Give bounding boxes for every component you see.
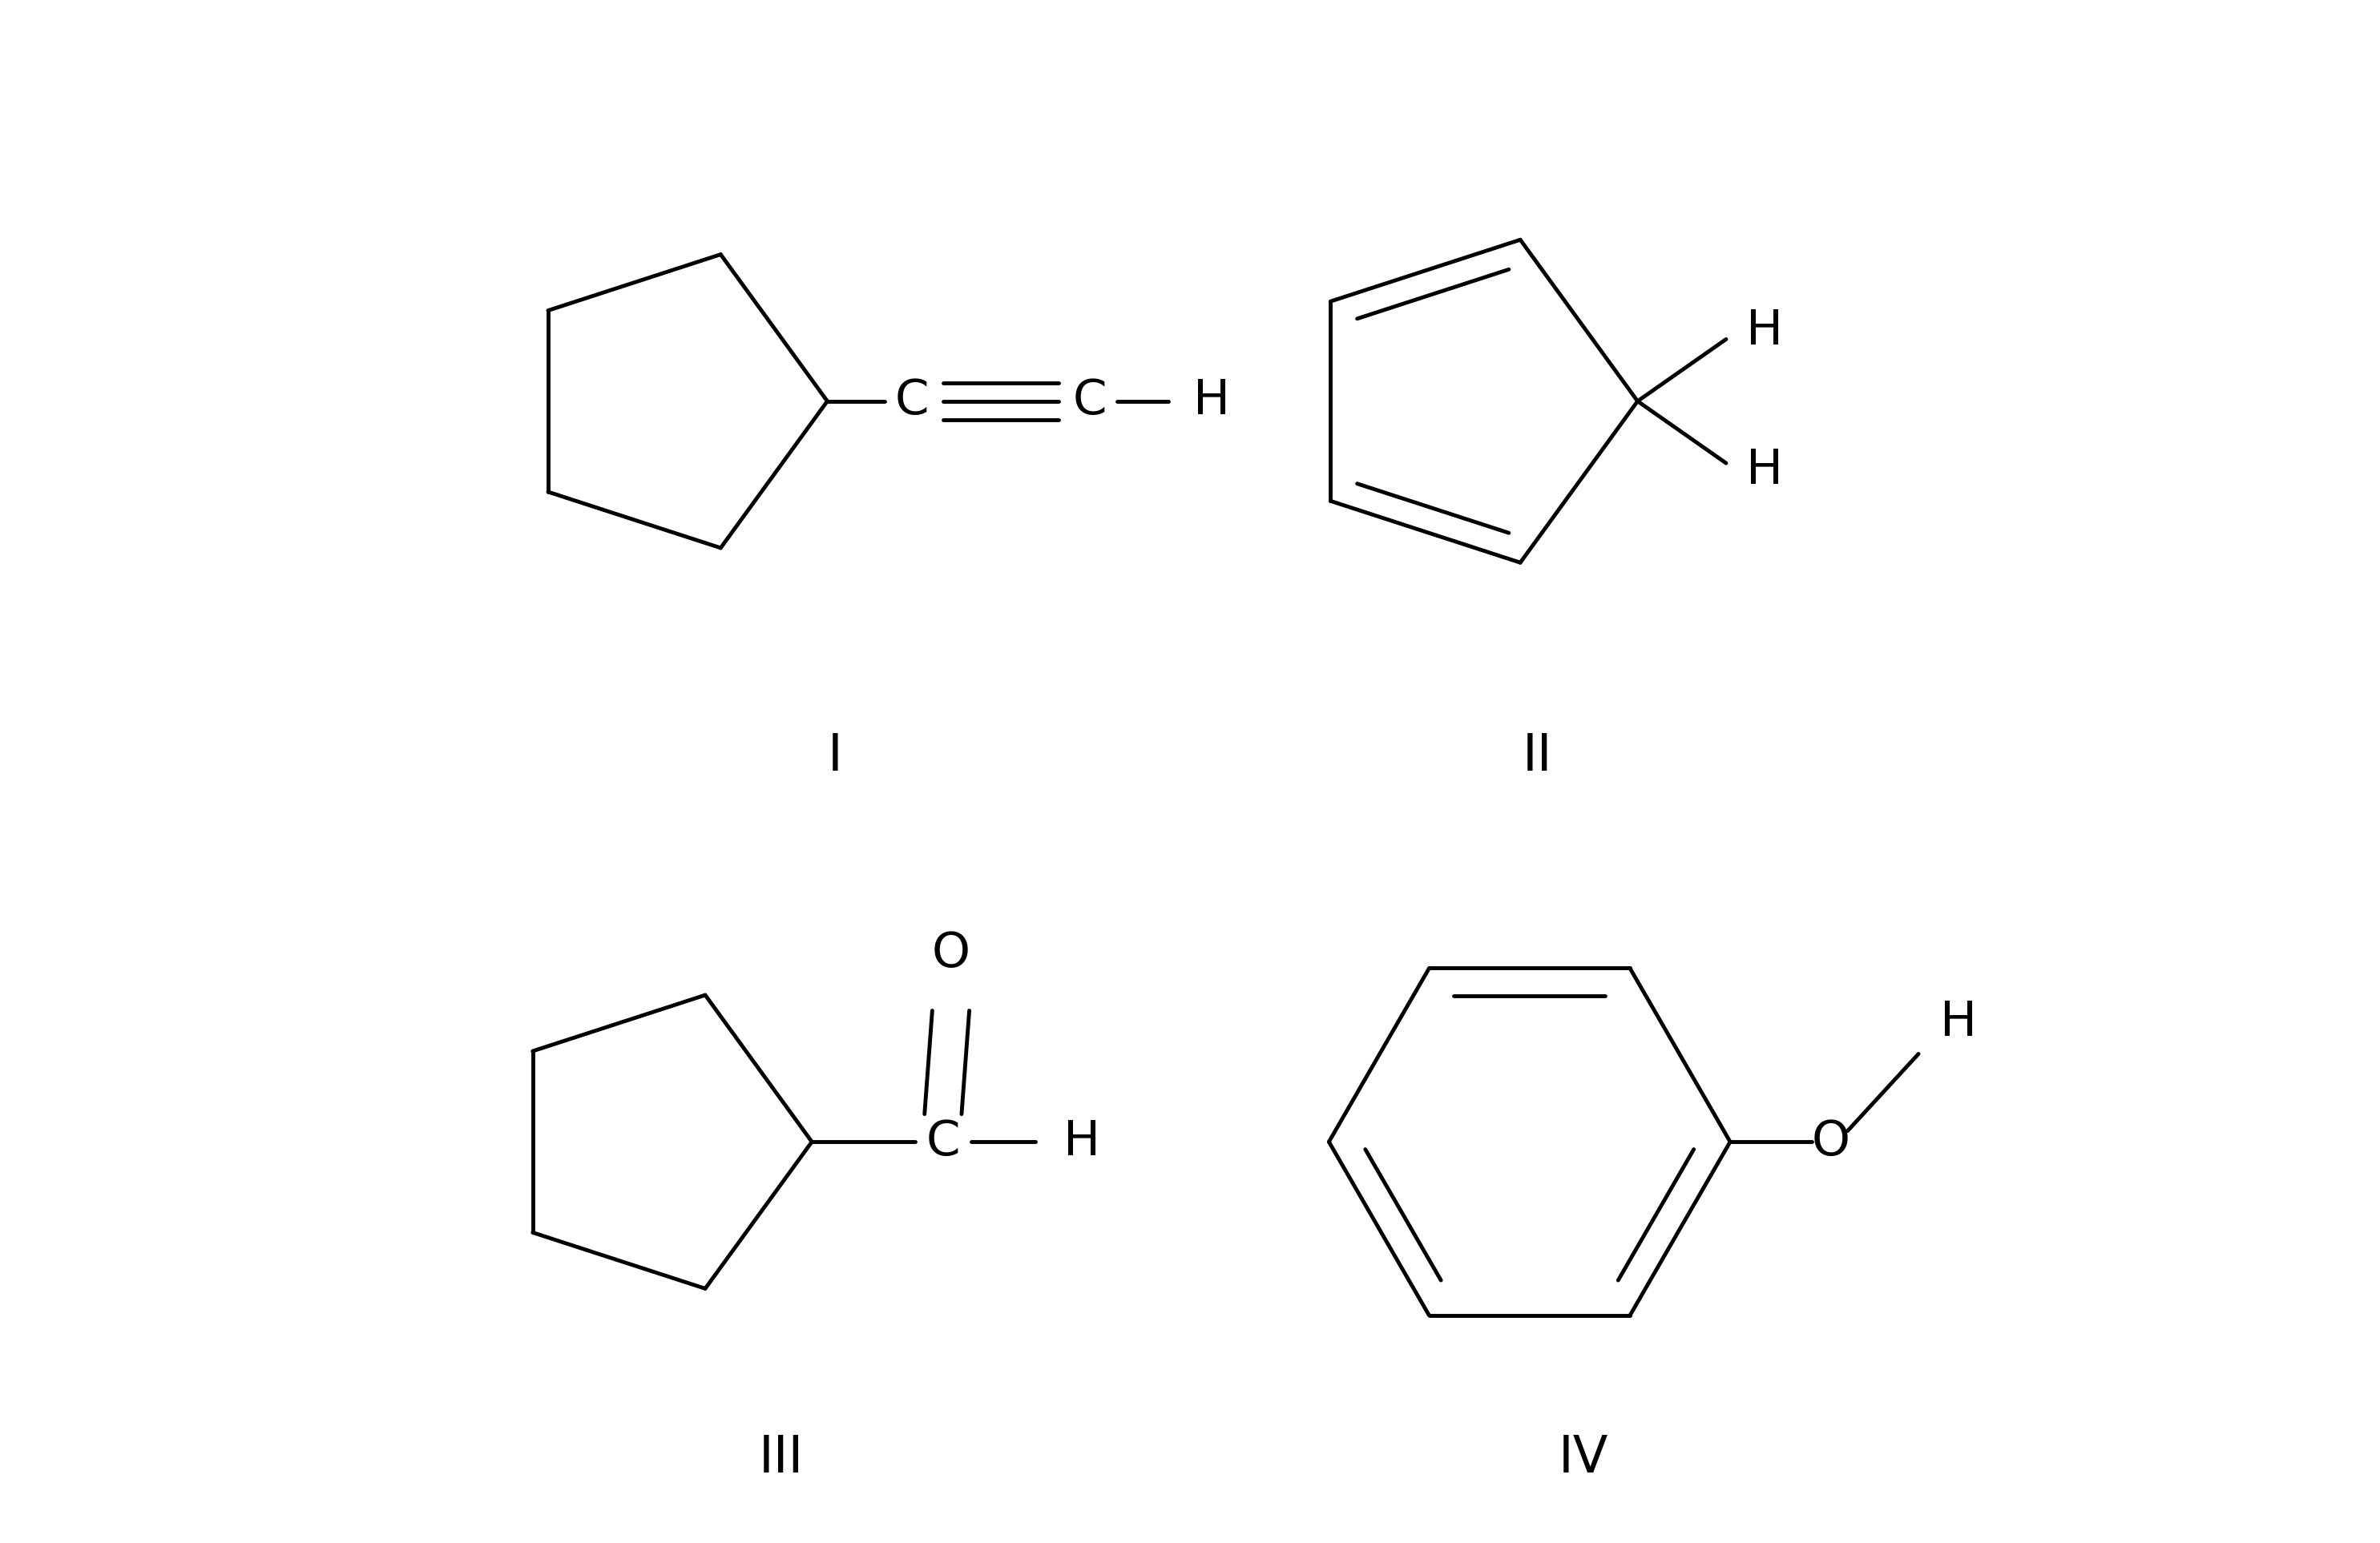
Text: C: C	[895, 378, 928, 424]
Text: C: C	[926, 1119, 959, 1165]
Text: I: I	[828, 731, 843, 781]
Text: IV: IV	[1559, 1433, 1609, 1483]
Text: H: H	[1192, 378, 1230, 424]
Text: O: O	[931, 930, 971, 977]
Text: III: III	[759, 1433, 804, 1483]
Text: O: O	[1811, 1119, 1849, 1165]
Text: H: H	[1064, 1119, 1100, 1165]
Text: H: H	[1940, 1000, 1978, 1046]
Text: C: C	[1073, 378, 1107, 424]
Text: II: II	[1523, 731, 1552, 781]
Text: H: H	[1747, 309, 1783, 355]
Text: H: H	[1747, 447, 1783, 494]
